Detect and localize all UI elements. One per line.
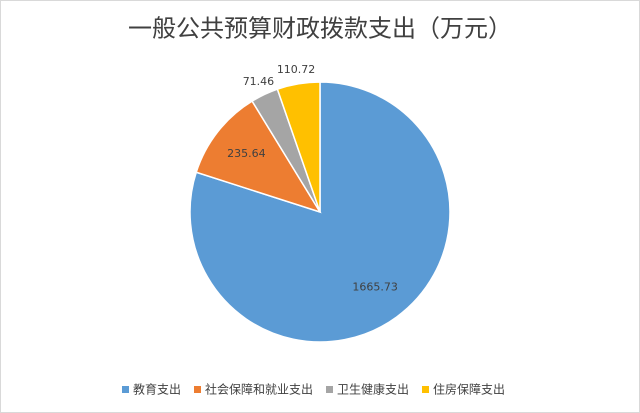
data-label: 235.64: [227, 147, 266, 160]
legend-label: 教育支出: [133, 382, 181, 397]
legend-swatch: [194, 386, 201, 393]
legend-swatch: [122, 386, 129, 393]
pie-slice: [195, 100, 322, 214]
data-label: 110.72: [277, 63, 316, 76]
data-label: 1665.73: [352, 281, 398, 294]
data-label: 71.46: [243, 75, 275, 88]
legend-label: 卫生健康支出: [337, 382, 409, 397]
legend-swatch: [422, 386, 429, 393]
legend-label: 住房保障支出: [433, 382, 505, 397]
legend-label: 社会保障和就业支出: [205, 382, 313, 397]
chart-title: 一般公共预算财政拨款支出（万元）: [128, 15, 512, 43]
legend-swatch: [326, 386, 333, 393]
pie-slice: [276, 81, 321, 213]
